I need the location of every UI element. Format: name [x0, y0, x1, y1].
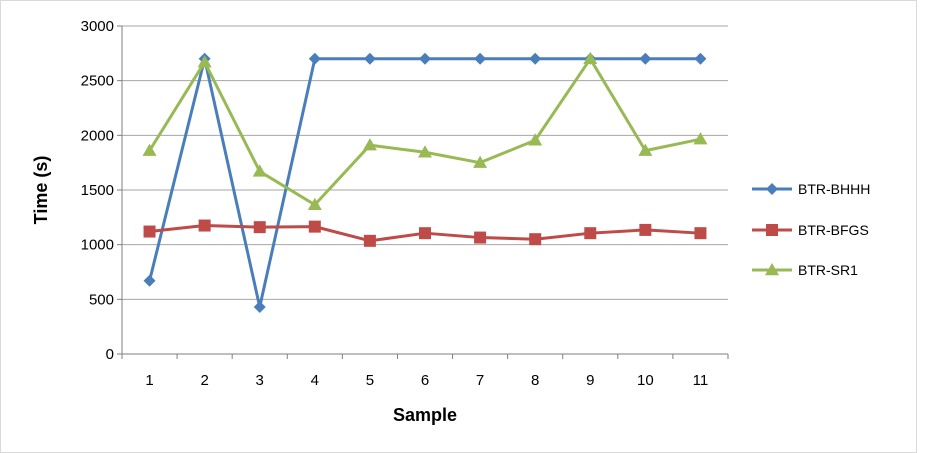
data-point — [252, 164, 267, 177]
x-tick-label: 3 — [256, 372, 264, 389]
x-tick-label: 5 — [366, 372, 374, 389]
legend-swatch-marker — [765, 263, 779, 276]
legend-item: BTR-BFGS — [752, 222, 869, 238]
data-point — [419, 52, 431, 65]
y-tick-label: 2000 — [81, 127, 114, 144]
legend-label: BTR-BHHH — [798, 181, 870, 197]
data-point — [142, 143, 157, 156]
data-point — [638, 143, 653, 156]
x-tick-label: 10 — [637, 372, 654, 389]
data-point — [308, 52, 321, 65]
y-tick-label: 1500 — [81, 182, 114, 199]
x-axis-title: Sample — [393, 405, 457, 425]
data-point — [363, 234, 376, 247]
data-point — [694, 52, 707, 65]
data-point — [362, 138, 377, 151]
x-tick-label: 7 — [476, 372, 484, 389]
data-point — [307, 197, 322, 211]
data-point — [694, 227, 707, 240]
series-btr-bfgs — [143, 219, 707, 247]
data-point — [474, 231, 487, 244]
data-point — [418, 145, 432, 158]
data-point — [639, 52, 652, 65]
data-point — [474, 52, 487, 65]
x-tick-label: 2 — [200, 372, 208, 389]
data-point — [253, 300, 266, 313]
y-tick-label: 3000 — [81, 18, 114, 35]
data-point — [693, 132, 708, 145]
data-point — [253, 221, 266, 234]
x-tick-label: 4 — [311, 372, 319, 389]
data-point — [639, 223, 652, 236]
legend-item: BTR-BHHH — [752, 181, 870, 197]
legend-label: BTR-SR1 — [798, 262, 858, 278]
legend-label: BTR-BFGS — [798, 222, 869, 238]
x-tick-label: 6 — [421, 372, 429, 389]
series-btr-sr1 — [142, 51, 708, 211]
x-tick-label: 1 — [145, 372, 153, 389]
data-point — [197, 55, 212, 68]
data-point — [143, 274, 156, 287]
y-tick-label: 2500 — [81, 73, 114, 90]
data-point — [583, 51, 598, 65]
data-point — [198, 219, 211, 232]
x-tick-label: 9 — [586, 372, 594, 389]
data-point — [528, 133, 543, 146]
data-point — [143, 225, 156, 238]
x-tick-label: 11 — [693, 372, 709, 389]
legend-swatch-marker — [766, 183, 778, 195]
legend-item: BTR-SR1 — [752, 262, 858, 278]
data-point — [308, 220, 321, 233]
data-point — [419, 227, 431, 240]
y-axis-title: Time (s) — [31, 156, 51, 225]
y-tick-label: 500 — [89, 291, 114, 308]
data-point — [584, 227, 597, 240]
y-tick-label: 0 — [106, 346, 114, 363]
legend-swatch-marker — [766, 224, 778, 236]
data-point — [529, 52, 542, 65]
data-point — [529, 233, 542, 246]
data-point — [363, 52, 376, 65]
y-tick-label: 1000 — [81, 237, 114, 254]
x-tick-label: 8 — [531, 372, 539, 389]
series-btr-bhhh — [143, 52, 707, 313]
data-point — [473, 155, 488, 168]
